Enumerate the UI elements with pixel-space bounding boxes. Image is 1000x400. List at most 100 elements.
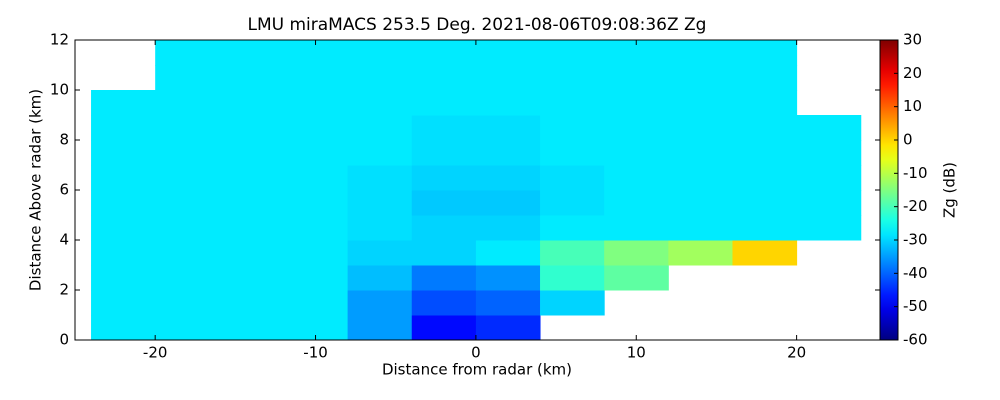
cell xyxy=(796,140,862,166)
cell xyxy=(155,190,220,216)
cell xyxy=(219,315,284,340)
cell xyxy=(155,290,220,316)
cell xyxy=(347,290,413,316)
cell xyxy=(347,315,413,340)
cell xyxy=(283,290,349,316)
cell xyxy=(475,190,541,216)
cell xyxy=(411,290,477,316)
cell xyxy=(604,190,669,216)
cell xyxy=(411,265,477,291)
colorbar xyxy=(879,39,899,341)
cell xyxy=(219,140,284,166)
y-tick-label: 2 xyxy=(59,281,69,299)
cell xyxy=(347,65,413,91)
cell xyxy=(91,265,156,291)
cell xyxy=(668,190,733,216)
colorbar-tick-label: -30 xyxy=(903,231,928,249)
cell xyxy=(347,165,413,191)
colorbar-tick-label: -20 xyxy=(903,197,928,215)
cell xyxy=(732,140,798,166)
cell xyxy=(155,165,220,191)
cell xyxy=(91,165,156,191)
cell xyxy=(540,140,605,166)
cell xyxy=(732,115,798,141)
cell xyxy=(668,90,733,116)
cell xyxy=(475,40,541,66)
cell xyxy=(540,40,605,66)
cell xyxy=(91,240,156,266)
cells xyxy=(91,40,862,340)
cell xyxy=(155,265,220,291)
y-tick-label: 8 xyxy=(59,131,69,149)
cell xyxy=(347,265,413,291)
cell xyxy=(668,215,733,241)
cell xyxy=(219,65,284,91)
y-axis-label: Distance Above radar (km) xyxy=(27,89,45,291)
cell xyxy=(796,165,862,191)
cell xyxy=(219,190,284,216)
cell xyxy=(411,90,477,116)
cell xyxy=(91,90,156,116)
cell xyxy=(219,165,284,191)
cell xyxy=(475,115,541,141)
cell xyxy=(411,140,477,166)
cell xyxy=(732,65,798,91)
cell xyxy=(283,240,349,266)
cell xyxy=(283,115,349,141)
cell xyxy=(91,190,156,216)
cell xyxy=(155,115,220,141)
cell xyxy=(411,215,477,241)
cell xyxy=(219,240,284,266)
x-tick-label: -20 xyxy=(143,344,168,362)
cell xyxy=(796,115,862,141)
cell xyxy=(411,190,477,216)
cell xyxy=(475,90,541,116)
cell xyxy=(155,315,220,340)
colorbar-tick-label: -50 xyxy=(903,297,928,315)
cell xyxy=(732,165,798,191)
cell xyxy=(91,140,156,166)
cell xyxy=(283,90,349,116)
cell xyxy=(91,315,156,340)
cell xyxy=(347,90,413,116)
cell xyxy=(668,140,733,166)
cell xyxy=(475,215,541,241)
cell xyxy=(155,240,220,266)
cell xyxy=(219,290,284,316)
cell xyxy=(411,165,477,191)
chart-title: LMU miraMACS 253.5 Deg. 2021-08-06T09:08… xyxy=(248,15,707,35)
cell xyxy=(155,140,220,166)
cell xyxy=(604,115,669,141)
cell xyxy=(668,65,733,91)
y-tick-label: 4 xyxy=(59,231,69,249)
cell xyxy=(283,265,349,291)
cell xyxy=(540,240,605,266)
cell xyxy=(475,315,541,340)
colorbar-tick-label: 10 xyxy=(903,97,922,115)
cell xyxy=(347,115,413,141)
cell xyxy=(283,140,349,166)
y-tick-label: 10 xyxy=(50,81,69,99)
cell xyxy=(540,290,605,316)
cell xyxy=(411,315,477,340)
cell xyxy=(540,215,605,241)
cell xyxy=(91,115,156,141)
cell xyxy=(732,240,798,266)
cell xyxy=(540,165,605,191)
cell xyxy=(540,90,605,116)
cell xyxy=(540,115,605,141)
cell xyxy=(475,240,541,266)
x-tick-label: 20 xyxy=(787,344,806,362)
cell xyxy=(155,90,220,116)
cell xyxy=(347,240,413,266)
cell xyxy=(540,65,605,91)
cell xyxy=(604,265,669,291)
cell xyxy=(668,40,733,66)
cell xyxy=(475,65,541,91)
cell xyxy=(155,65,220,91)
cell xyxy=(796,215,862,241)
cell xyxy=(411,240,477,266)
cell xyxy=(604,215,669,241)
cell xyxy=(540,265,605,291)
